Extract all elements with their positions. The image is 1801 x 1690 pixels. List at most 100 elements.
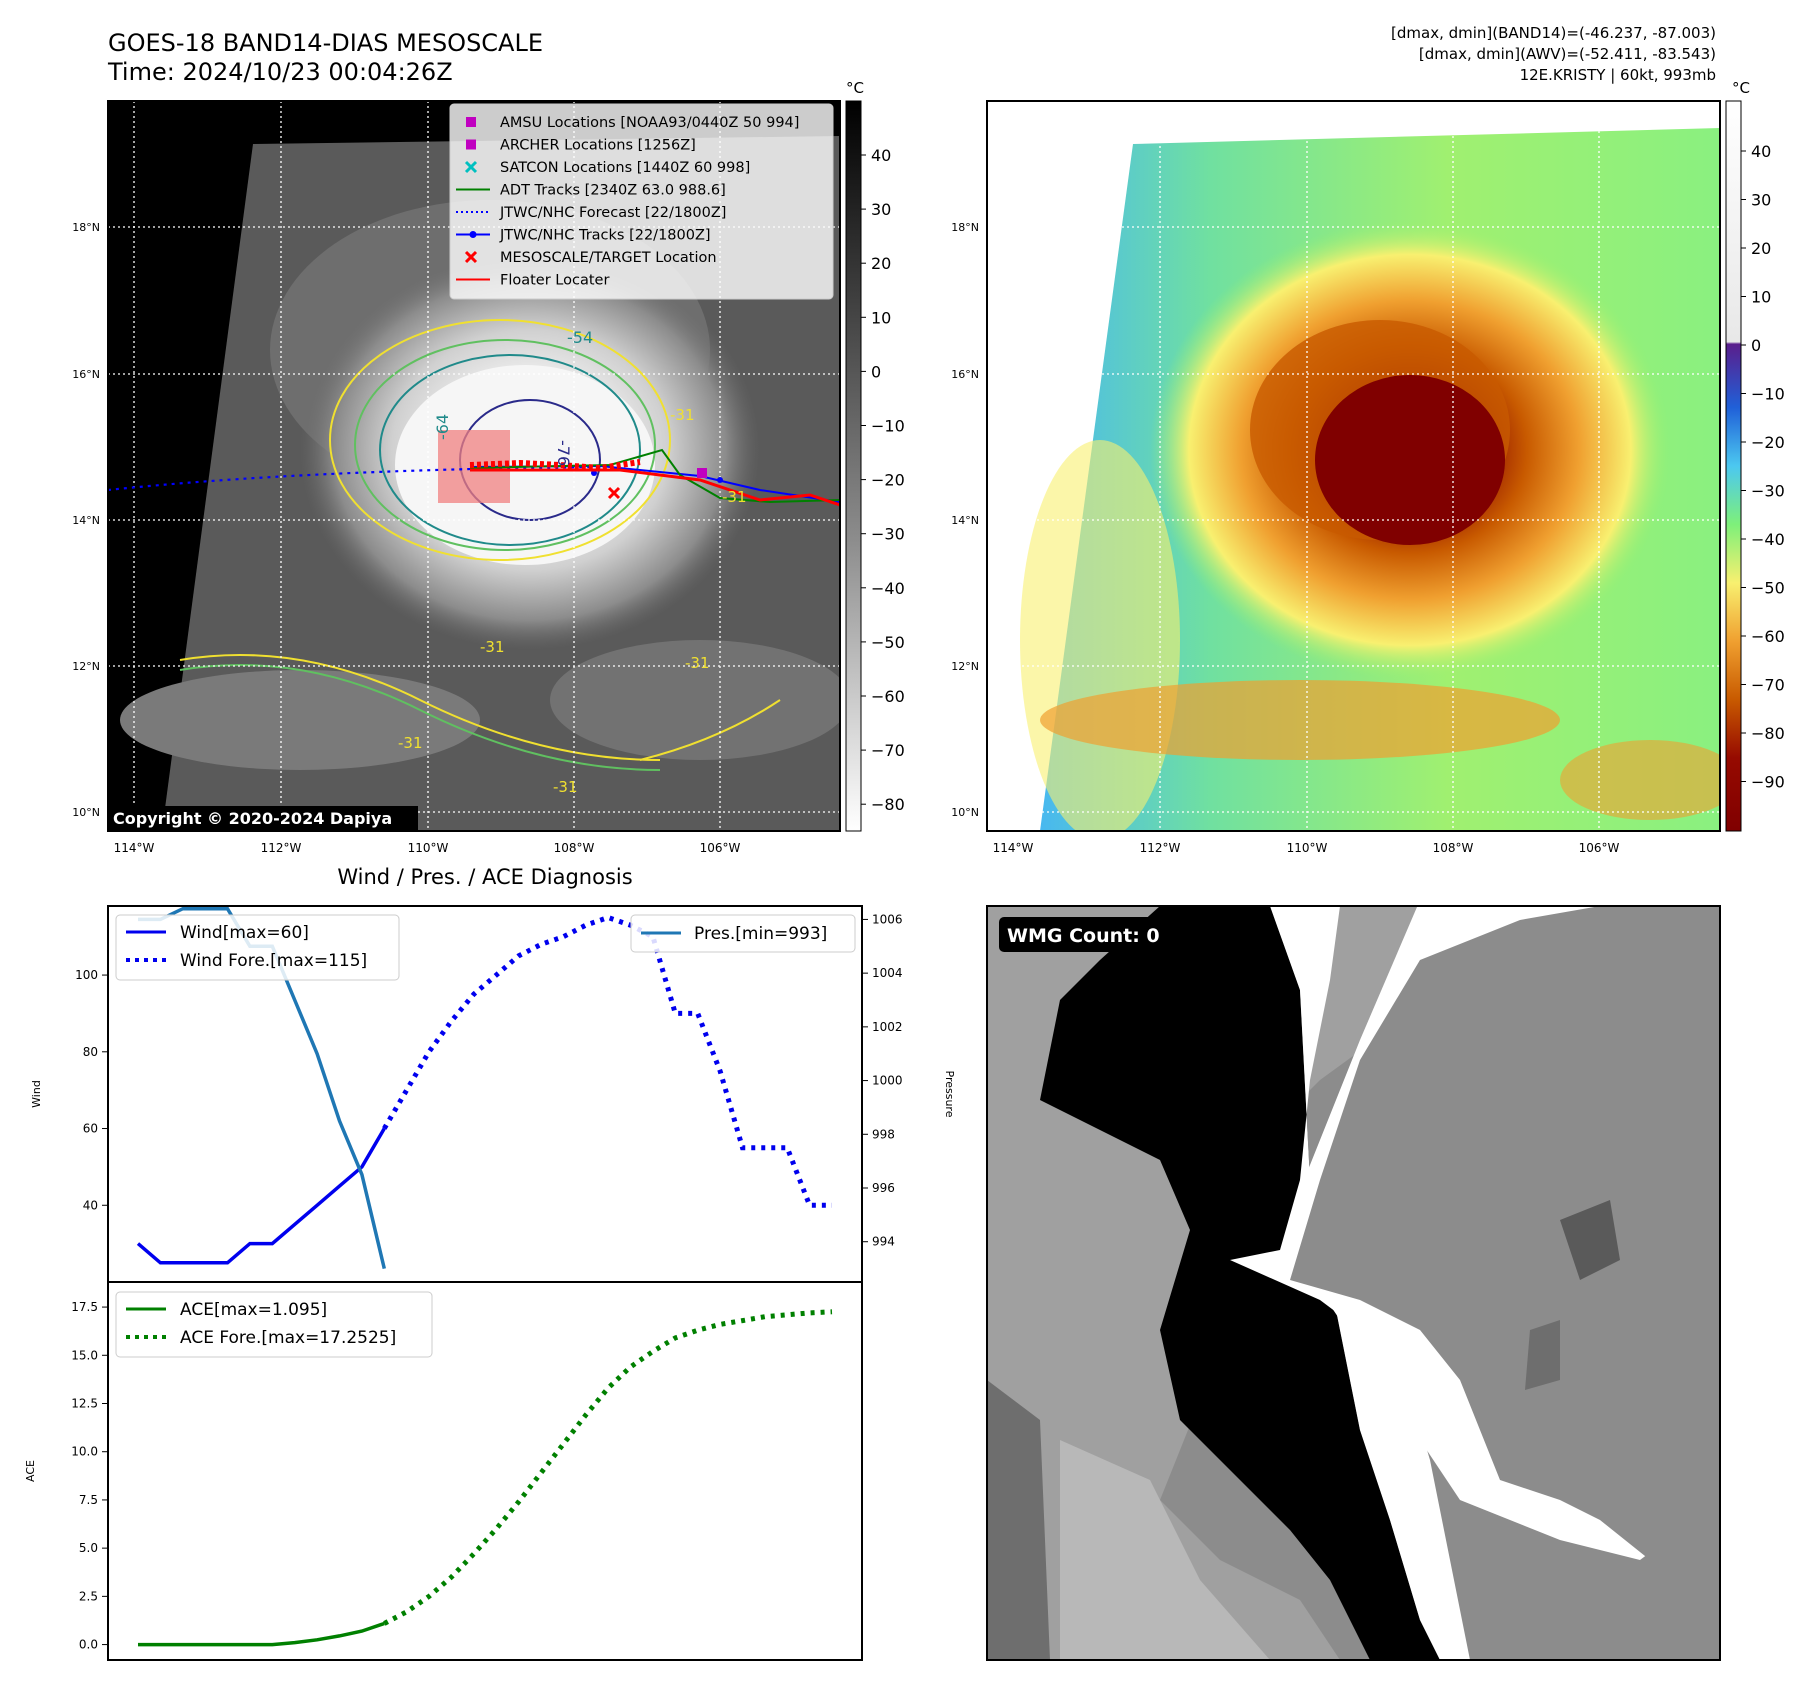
colorbar-tick-label: −60 — [1751, 627, 1785, 646]
y-tick-label: 100 — [75, 968, 98, 982]
ace-ylabel: ACE — [24, 1460, 37, 1482]
legend-ace-label: ACE[max=1.095] — [180, 1300, 327, 1320]
lon-label: 110°W — [1287, 841, 1328, 855]
colorbar-tick-label: 40 — [1751, 142, 1771, 161]
map-legend-item: JTWC/NHC Tracks [22/1800Z] — [456, 228, 711, 244]
y-tick-label: 12.5 — [71, 1397, 98, 1411]
lon-label: 112°W — [1140, 841, 1181, 855]
color-core — [1315, 375, 1505, 545]
contour-label: -31 — [553, 778, 578, 796]
wmg-panel: WMG Count: 0 — [986, 900, 1721, 1661]
lon-label: 110°W — [408, 841, 449, 855]
legend-square-marker — [466, 139, 476, 150]
y-tick-label: 2.5 — [79, 1589, 98, 1603]
left-colorbar-bar — [845, 100, 862, 832]
wmg-dark-patch-2 — [1525, 1320, 1560, 1390]
lat-label: 14°N — [951, 514, 979, 527]
colorbar-tick-label: 30 — [1751, 191, 1771, 210]
pressure-ylabel: Pressure — [943, 1071, 956, 1118]
contour-green — [354, 339, 656, 551]
y-tick-label: 996 — [872, 1181, 895, 1195]
contour-label: -31 — [480, 638, 505, 656]
target-marker — [607, 486, 621, 500]
colorbar-tick-label: −20 — [1751, 433, 1785, 452]
lat-label: 16°N — [951, 368, 979, 381]
contour-label: -31 — [722, 488, 747, 506]
colorbar-tick-label: −30 — [871, 525, 905, 544]
wind-ylabel: Wind — [30, 1080, 43, 1108]
left-colorbar: °C 40 30 20 10 0 −10 −20 −30 −40 −50 −60 −70 −80 — [845, 79, 905, 832]
y-tick-label: 80 — [83, 1045, 98, 1059]
map-legend-item: AMSU Locations [NOAA93/0440Z 50 994] — [466, 115, 799, 131]
colorbar-tick-label: −30 — [1751, 482, 1785, 501]
lon-label: 106°W — [1579, 841, 1620, 855]
y-tick-label: 15.0 — [71, 1348, 98, 1362]
color-lon-labels: 114°W 112°W 110°W 108°W 106°W — [993, 841, 1620, 855]
y-tick-label: 998 — [872, 1127, 895, 1141]
map-legend-label: MESOSCALE/TARGET Location — [500, 250, 717, 266]
ir-map-panel: -54 -64 -76 -31 -31 -31 -31 -31 -31 AMSU… — [72, 100, 841, 855]
wmg-black-band — [1040, 906, 1440, 1660]
colorbar-tick-label: 10 — [1751, 288, 1771, 307]
wmg-count-box — [999, 917, 1179, 952]
ir-map-frame — [107, 100, 841, 832]
colorbar-tick-label: −80 — [1751, 724, 1785, 743]
y-tick-label: 7.5 — [79, 1493, 98, 1507]
color-lat-labels: 18°N 16°N 14°N 12°N 10°N — [951, 221, 979, 819]
map-legend-item: ARCHER Locations [1256Z] — [466, 138, 696, 154]
map-legend-item: SATCON Locations [1440Z 60 998] — [464, 160, 750, 176]
map-legend-item: Floater Locater — [456, 273, 609, 289]
map-legend: AMSU Locations [NOAA93/0440Z 50 994] ARCH… — [449, 103, 834, 300]
color-map-frame — [986, 100, 1721, 832]
y-tick-label: 5.0 — [79, 1541, 98, 1555]
colorbar-tick-label: 10 — [871, 308, 891, 327]
lat-label: 18°N — [72, 221, 100, 234]
copyright-text: Copyright © 2020-2024 Dapiya — [113, 809, 392, 828]
series-line — [383, 1309, 833, 1626]
lon-label: 114°W — [114, 841, 155, 855]
contour-yellow — [329, 319, 671, 561]
diagnosis-title: Wind / Pres. / ACE Diagnosis — [337, 865, 632, 889]
lat-label: 10°N — [951, 806, 979, 819]
wmg-dark-patch — [1560, 1200, 1620, 1280]
map-legend-item: JTWC/NHC Forecast [22/1800Z] — [456, 205, 726, 221]
series-line — [138, 1621, 385, 1647]
copyright-box — [108, 806, 418, 831]
colorbar-tick-label: 40 — [871, 146, 891, 165]
y-tick-label: 1002 — [872, 1020, 903, 1034]
storm-info: 12E.KRISTY | 60kt, 993mb — [1520, 66, 1716, 84]
ace-legend-box — [115, 1291, 433, 1358]
y-tick-label: 40 — [83, 1198, 98, 1212]
wmg-count-label: WMG Count: 0 — [1007, 925, 1160, 947]
colorbar-tick-label: −40 — [1751, 530, 1785, 549]
color-map-panel: 18°N 16°N 14°N 12°N 10°N 114°W 112°W 110… — [951, 100, 1721, 855]
y-tick-label: 1000 — [872, 1074, 903, 1088]
y-tick-label: 10.0 — [71, 1445, 98, 1459]
y-tick-label: 60 — [83, 1122, 98, 1136]
colorbar-tick-label: −10 — [871, 417, 905, 436]
colorbar-tick-label: −70 — [1751, 676, 1785, 695]
legend-square-marker — [466, 117, 476, 127]
map-legend-label: ADT Tracks [2340Z 63.0 988.6] — [500, 183, 726, 199]
wind-legend: Wind[max=60] Wind Fore.[max=115] — [115, 914, 400, 981]
map-legend-label: JTWC/NHC Forecast [22/1800Z] — [499, 205, 726, 221]
wind-legend-box — [115, 914, 400, 981]
ace-chart: ACE 0.0 2.5 5.0 7.5 10.0 12.5 15.0 17.5 ACE[max… — [24, 1281, 863, 1661]
series-line — [136, 1127, 386, 1265]
ace-legend: ACE[max=1.095] ACE Fore.[max=17.2525] — [115, 1291, 433, 1358]
pressure-legend-box — [630, 914, 856, 953]
contour-label: -31 — [685, 654, 710, 672]
colorbar-tick-label: −60 — [871, 687, 905, 706]
lat-label: 14°N — [72, 514, 100, 527]
y-tick-label: 994 — [872, 1235, 895, 1249]
y-tick-label: 1004 — [872, 966, 903, 980]
contour-label: -31 — [670, 406, 695, 424]
map-legend-label: AMSU Locations [NOAA93/0440Z 50 994] — [500, 115, 799, 131]
map-legend-box — [449, 103, 834, 300]
floater-track — [470, 468, 840, 507]
contour-teal — [379, 354, 641, 546]
legend-wind-label: Wind[max=60] — [180, 923, 309, 943]
colorbar-tick-label: −50 — [871, 633, 905, 652]
wmg-lightest-region — [1060, 1440, 1270, 1660]
lat-label: 12°N — [951, 660, 979, 673]
